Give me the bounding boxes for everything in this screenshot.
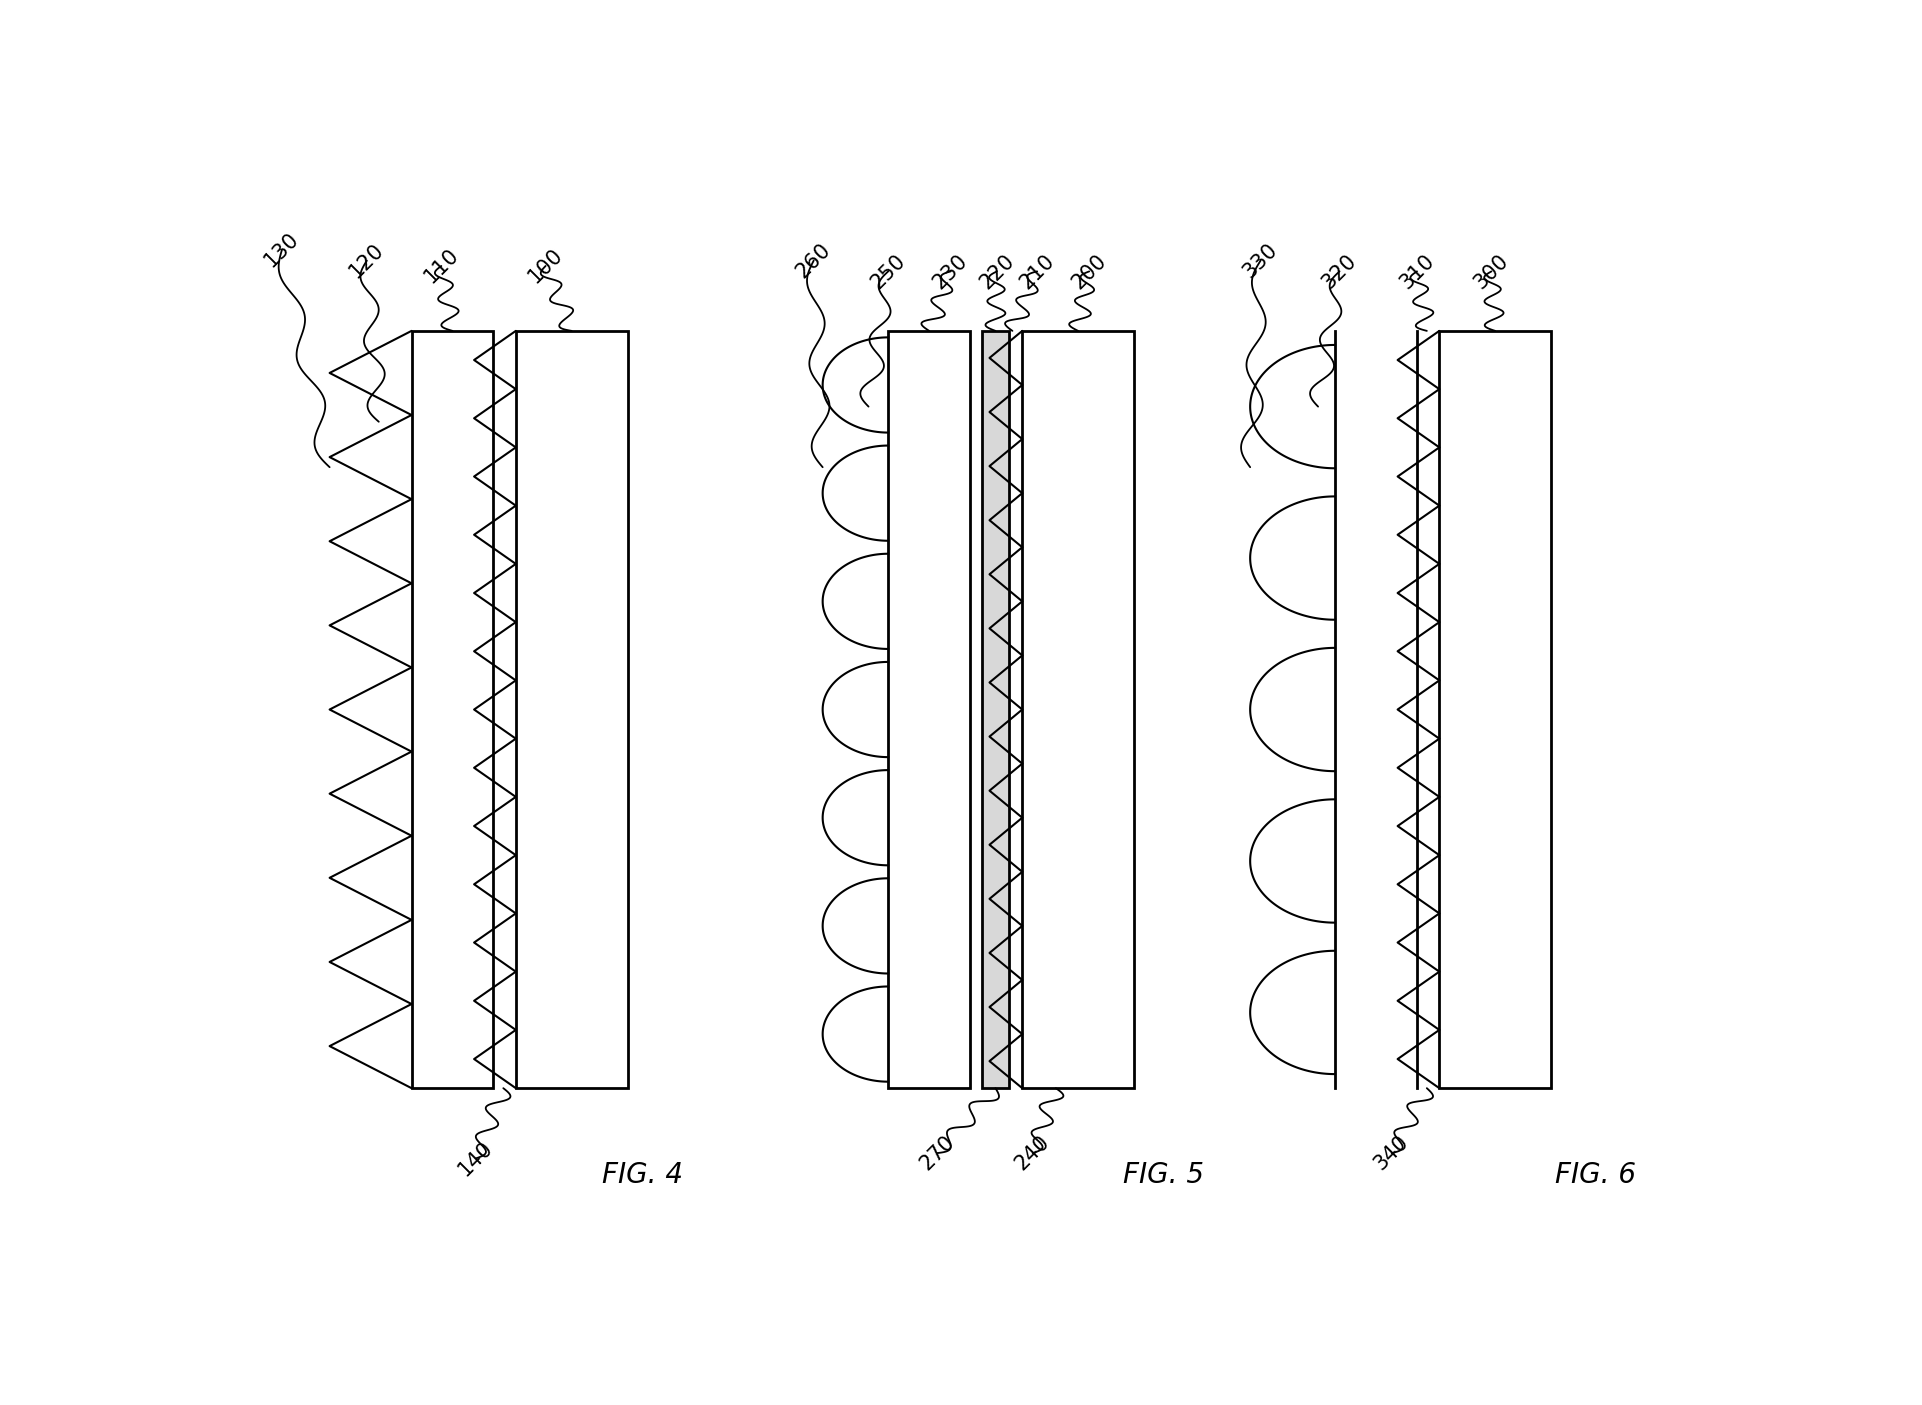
Bar	[888, 330, 971, 1087]
Bar	[982, 330, 1009, 1087]
Text: 110: 110	[421, 244, 463, 287]
Text: 120: 120	[346, 239, 388, 281]
Text: FIG. 4: FIG. 4	[602, 1161, 682, 1189]
Bar	[1023, 330, 1134, 1087]
Text: 310: 310	[1395, 250, 1438, 292]
Text: 200: 200	[1069, 250, 1111, 292]
Text: 230: 230	[930, 250, 973, 292]
Bar	[411, 330, 494, 1087]
Text: 100: 100	[525, 244, 567, 287]
Text: 260: 260	[792, 239, 834, 282]
Text: 340: 340	[1370, 1132, 1413, 1175]
Text: 300: 300	[1470, 250, 1513, 292]
Text: 130: 130	[261, 229, 304, 271]
Bar	[515, 330, 627, 1087]
Text: 140: 140	[454, 1138, 496, 1180]
Text: 270: 270	[917, 1132, 959, 1175]
Text: 240: 240	[1011, 1132, 1053, 1175]
Text: 330: 330	[1240, 239, 1282, 281]
Text: 320: 320	[1318, 250, 1361, 292]
Text: 220: 220	[976, 250, 1019, 292]
Text: 250: 250	[867, 250, 909, 292]
Text: 210: 210	[1017, 250, 1059, 292]
Text: FIG. 5: FIG. 5	[1122, 1161, 1205, 1189]
Text: FIG. 6: FIG. 6	[1555, 1161, 1636, 1189]
Bar	[1440, 330, 1551, 1087]
